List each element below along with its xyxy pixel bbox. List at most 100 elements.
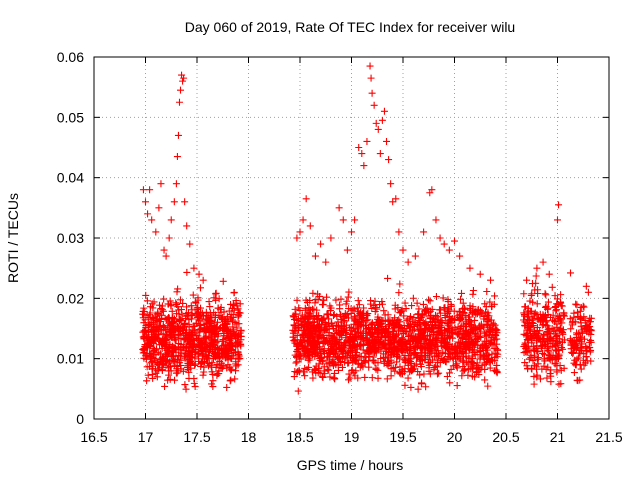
data-point (569, 348, 577, 356)
data-point (290, 336, 298, 344)
data-point (371, 297, 379, 305)
data-point (536, 310, 544, 318)
data-point (383, 375, 391, 383)
data-point (533, 264, 541, 272)
data-point (339, 354, 347, 362)
data-point (152, 228, 160, 236)
data-point (438, 354, 446, 362)
data-point (338, 332, 346, 340)
data-point (325, 331, 333, 339)
data-point (173, 369, 181, 377)
data-point (326, 302, 334, 310)
data-point (163, 349, 171, 357)
x-tick-label: 20.5 (492, 429, 519, 445)
data-point (325, 366, 333, 374)
data-point (327, 234, 335, 242)
data-point (395, 289, 403, 297)
data-point (481, 300, 489, 308)
data-point (554, 216, 561, 224)
data-point (337, 358, 345, 366)
data-point (381, 353, 389, 361)
data-point (210, 294, 218, 302)
data-point (533, 323, 541, 331)
data-point (175, 346, 183, 354)
data-point (575, 349, 583, 357)
data-point (312, 312, 320, 320)
data-point (426, 325, 434, 333)
data-point (553, 300, 561, 308)
data-point (341, 344, 349, 352)
data-point (382, 325, 390, 333)
data-point (455, 308, 463, 316)
data-point (325, 325, 333, 333)
data-point (578, 329, 586, 337)
x-tick-label: 21.5 (595, 429, 622, 445)
data-point (417, 360, 425, 368)
data-point (539, 312, 547, 320)
data-point (370, 101, 378, 109)
data-point (354, 297, 362, 305)
data-point (558, 329, 566, 337)
data-point (185, 344, 193, 352)
data-point (460, 358, 468, 366)
data-point (294, 315, 302, 323)
data-point (221, 317, 229, 325)
data-point (469, 286, 477, 294)
data-point (523, 276, 531, 284)
data-point (336, 311, 344, 319)
data-point (143, 377, 151, 385)
data-point (453, 382, 461, 390)
data-point (395, 228, 403, 236)
data-point (299, 216, 307, 224)
data-point (385, 156, 393, 164)
data-point (193, 310, 201, 318)
data-point (446, 379, 454, 387)
data-point (176, 296, 184, 304)
data-point (474, 306, 482, 314)
data-point (347, 309, 355, 317)
data-point (452, 361, 460, 369)
data-point (232, 367, 240, 375)
data-point (398, 325, 406, 333)
data-point (343, 338, 351, 346)
data-point (325, 339, 333, 347)
data-point (172, 345, 180, 353)
data-point (585, 329, 593, 337)
data-point (554, 300, 562, 308)
data-point (433, 363, 441, 371)
data-point (426, 297, 434, 305)
data-point (559, 338, 567, 346)
data-point (200, 320, 208, 328)
data-point (424, 359, 432, 367)
data-point (339, 343, 347, 351)
x-tick-label: 19.5 (389, 429, 416, 445)
data-point (311, 299, 319, 307)
data-point (155, 365, 163, 373)
data-point (344, 293, 352, 301)
data-point (469, 290, 477, 298)
data-point (164, 300, 172, 308)
data-point (384, 357, 392, 365)
data-point (223, 326, 231, 334)
data-point (483, 317, 491, 325)
data-point (153, 315, 161, 323)
data-point (580, 335, 588, 343)
data-point (316, 327, 324, 335)
data-point (163, 356, 171, 364)
data-point (193, 304, 201, 312)
data-point (343, 310, 351, 318)
data-point (582, 282, 590, 290)
data-point (477, 365, 485, 373)
data-point (322, 321, 330, 329)
data-point (232, 362, 240, 370)
data-point (367, 330, 375, 338)
data-point (225, 307, 233, 315)
data-point (150, 298, 158, 306)
data-point (348, 354, 356, 362)
data-point (166, 363, 174, 371)
data-point (312, 324, 320, 332)
data-point (447, 300, 455, 308)
data-point (440, 240, 448, 248)
data-point (432, 293, 440, 301)
data-point (361, 349, 369, 357)
